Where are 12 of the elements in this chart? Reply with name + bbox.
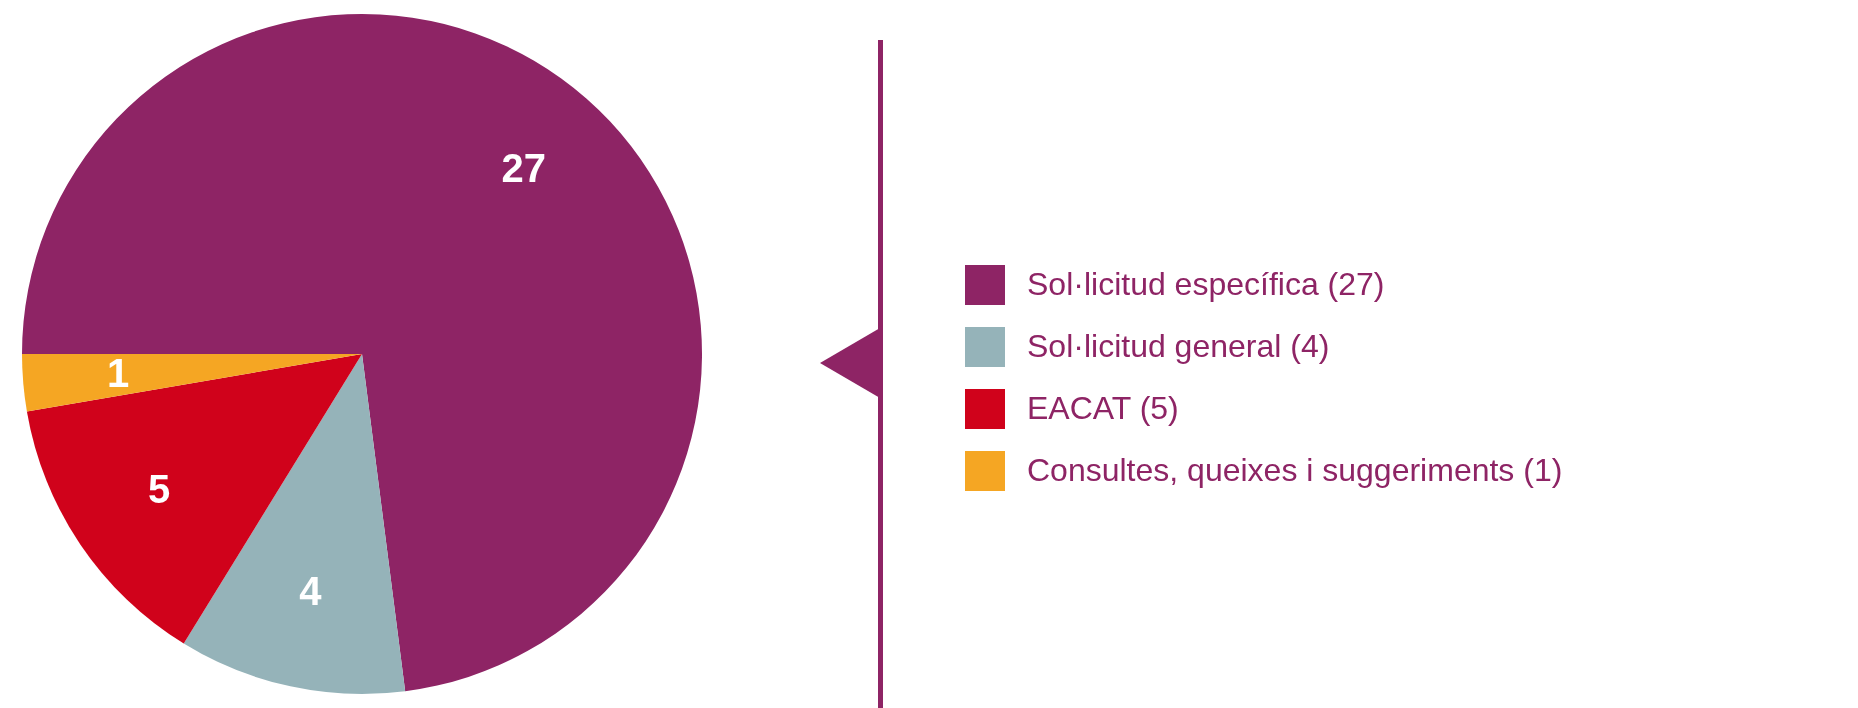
pie-slice: [22, 14, 702, 692]
data-label: 1: [106, 350, 130, 395]
pie-slice: [183, 354, 406, 694]
legend-label: Sol·licitud específica (27): [1027, 266, 1385, 302]
data-label: 27: [501, 146, 546, 191]
pie-slice: [26, 354, 362, 644]
legend-label: Consultes, queixes i suggeriments (1): [1027, 452, 1563, 488]
data-label: 5: [148, 467, 171, 512]
legend-label: Sol·licitud general (4): [1027, 328, 1330, 364]
pie-slice: [22, 354, 362, 412]
legend-label: EACAT (5): [1027, 390, 1179, 426]
data-label: 4: [299, 569, 323, 614]
